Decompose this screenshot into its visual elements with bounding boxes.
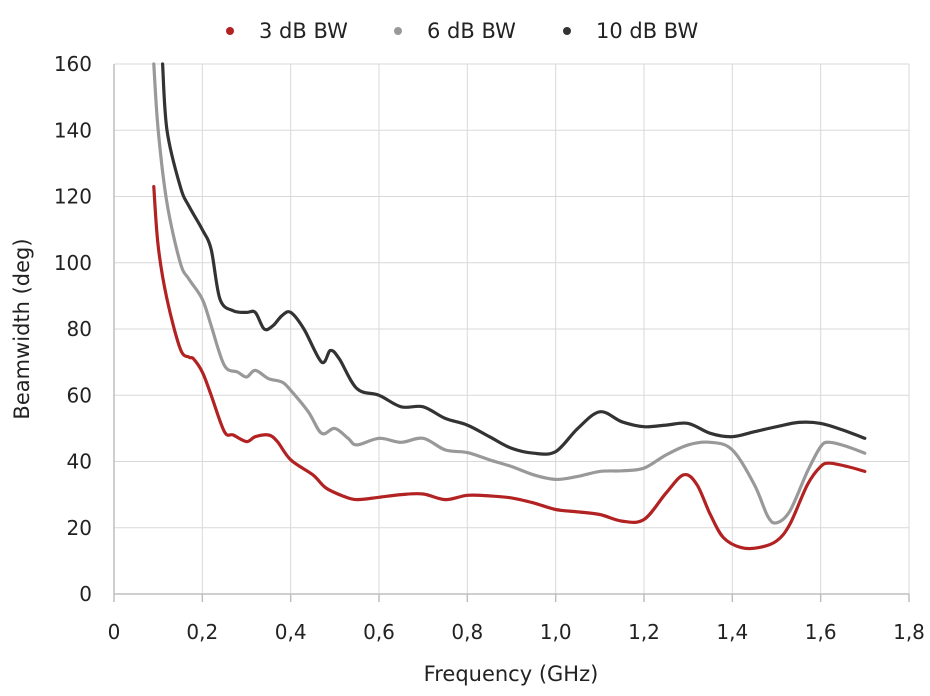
- x-tick-label: 0,8: [451, 620, 483, 644]
- x-axis-title: Frequency (GHz): [424, 662, 599, 686]
- x-tick-label: 1,8: [893, 620, 925, 644]
- legend-marker: [226, 27, 234, 35]
- legend-label: 3 dB BW: [259, 19, 348, 43]
- legend-label: 10 dB BW: [596, 19, 698, 43]
- legend-item-3db: 3 dB BW: [226, 19, 348, 43]
- y-tick-label: 120: [54, 185, 92, 209]
- y-tick-label: 100: [54, 251, 92, 275]
- x-tick-label: 1,0: [540, 620, 572, 644]
- x-tick-label: 1,2: [628, 620, 660, 644]
- y-axis-title: Beamwidth (deg): [10, 238, 34, 419]
- x-tick-label: 1,4: [716, 620, 748, 644]
- series-6db-line: [152, 62, 867, 525]
- x-tick-label: 0,6: [363, 620, 395, 644]
- legend-marker: [394, 27, 402, 35]
- axes: 0 20 40 60 80 100 120 140 160 0 0,2 0,4 0,6 0,8 1,0 1,2…: [54, 52, 925, 644]
- y-tick-label: 40: [67, 450, 92, 474]
- y-tick-label: 20: [67, 516, 92, 540]
- legend-marker: [563, 27, 571, 35]
- x-tick-label: 1,6: [805, 620, 837, 644]
- legend-item-6db: 6 dB BW: [394, 19, 516, 43]
- legend-item-10db: 10 dB BW: [563, 19, 698, 43]
- x-tick-label: 0,4: [275, 620, 307, 644]
- x-tick-label: 0: [108, 620, 121, 644]
- grid: [114, 63, 910, 594]
- y-tick-label: 60: [67, 383, 92, 407]
- series-10db-line: [161, 62, 867, 456]
- series-group: [152, 62, 867, 551]
- y-tick-label: 0: [79, 582, 92, 606]
- y-tick-label: 140: [54, 118, 92, 142]
- y-tick-label: 80: [67, 317, 92, 341]
- x-tick-label: 0,2: [186, 620, 218, 644]
- series-3db-line: [152, 185, 867, 551]
- legend: 3 dB BW 6 dB BW 10 dB BW: [226, 19, 698, 43]
- y-tick-label: 160: [54, 52, 92, 76]
- legend-label: 6 dB BW: [427, 19, 516, 43]
